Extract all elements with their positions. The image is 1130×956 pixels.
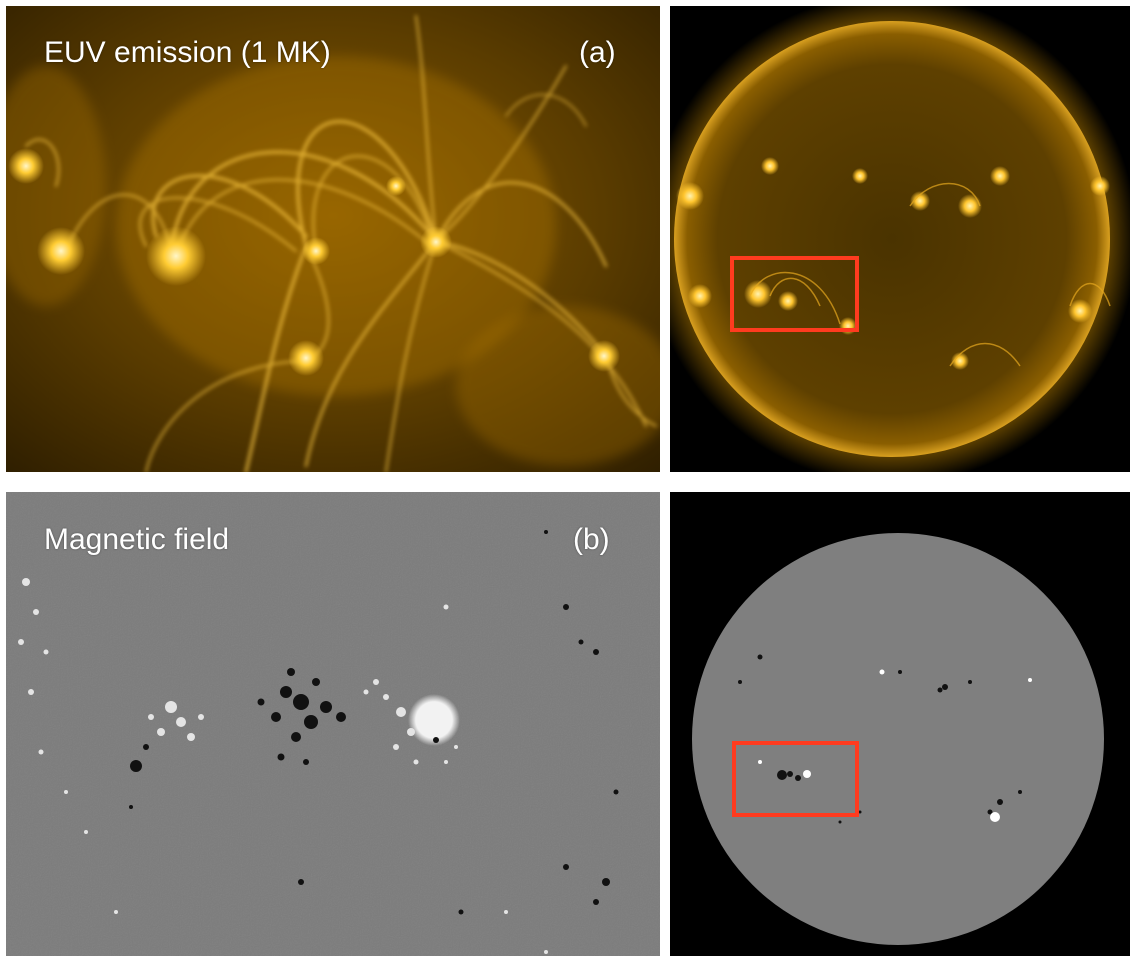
euv-panel-tag: (a) (579, 36, 616, 69)
sun-euv-zoom-image (6, 6, 660, 472)
magnetic-panel-tag: (b) (573, 523, 610, 556)
magnetic-panel-title: Magnetic field (44, 523, 230, 556)
magnetogram-zoom-image (6, 492, 660, 956)
region-of-interest-box (732, 741, 859, 817)
magnetogram-full-disk-panel (670, 492, 1130, 956)
sun-euv-full-disk-image (670, 6, 1130, 472)
euv-full-disk-panel (670, 6, 1130, 472)
magnetogram-full-disk-image (692, 533, 1104, 945)
region-of-interest-box (730, 256, 859, 332)
magnetogram-zoom-panel: Magnetic field (b) (6, 492, 660, 956)
euv-panel-title: EUV emission (1 MK) (44, 36, 331, 69)
euv-zoom-panel: EUV emission (1 MK) (a) (6, 6, 660, 472)
